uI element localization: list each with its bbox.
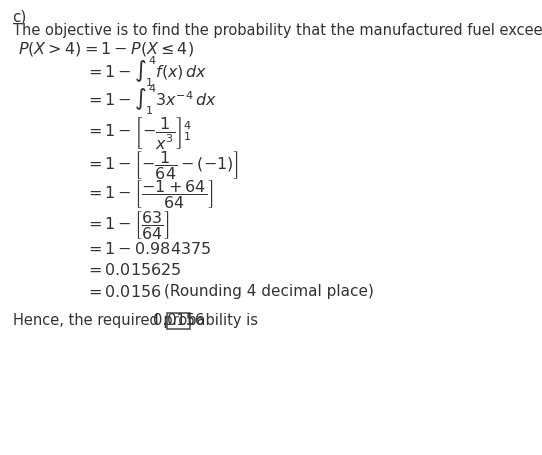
Text: $=1-0.984375$: $=1-0.984375$ xyxy=(86,241,212,257)
Text: (Rounding 4 decimal place): (Rounding 4 decimal place) xyxy=(164,284,374,299)
Text: $=1-\left[-\dfrac{1}{64}-(-1)\right]$: $=1-\left[-\dfrac{1}{64}-(-1)\right]$ xyxy=(86,149,240,182)
Text: $=0.015625$: $=0.015625$ xyxy=(86,263,182,278)
Text: $=1-\int_{1}^{4}3x^{-4}\,dx$: $=1-\int_{1}^{4}3x^{-4}\,dx$ xyxy=(86,83,217,117)
Text: $=1-\int_{1}^{4}f(x)\,dx$: $=1-\int_{1}^{4}f(x)\,dx$ xyxy=(86,54,208,89)
Text: The objective is to find the probability that the manufactured fuel exceeds 4 mi: The objective is to find the probability… xyxy=(12,23,542,38)
Text: $=1-\left[\dfrac{-1+64}{64}\right]$: $=1-\left[\dfrac{-1+64}{64}\right]$ xyxy=(86,178,214,212)
Text: $P(X>4)=1-P(X\leq4)$: $P(X>4)=1-P(X\leq4)$ xyxy=(18,40,194,58)
Text: $=0.0156$: $=0.0156$ xyxy=(86,284,162,300)
FancyBboxPatch shape xyxy=(167,313,190,329)
Text: 0.0156: 0.0156 xyxy=(153,313,204,328)
Text: c): c) xyxy=(12,10,27,25)
Text: $=1-\left[\dfrac{63}{64}\right]$: $=1-\left[\dfrac{63}{64}\right]$ xyxy=(86,209,171,242)
Text: $=1-\left[-\dfrac{1}{x^{3}}\right]_{1}^{4}$: $=1-\left[-\dfrac{1}{x^{3}}\right]_{1}^{… xyxy=(86,115,192,151)
Text: Hence, the required probability is: Hence, the required probability is xyxy=(12,313,262,328)
